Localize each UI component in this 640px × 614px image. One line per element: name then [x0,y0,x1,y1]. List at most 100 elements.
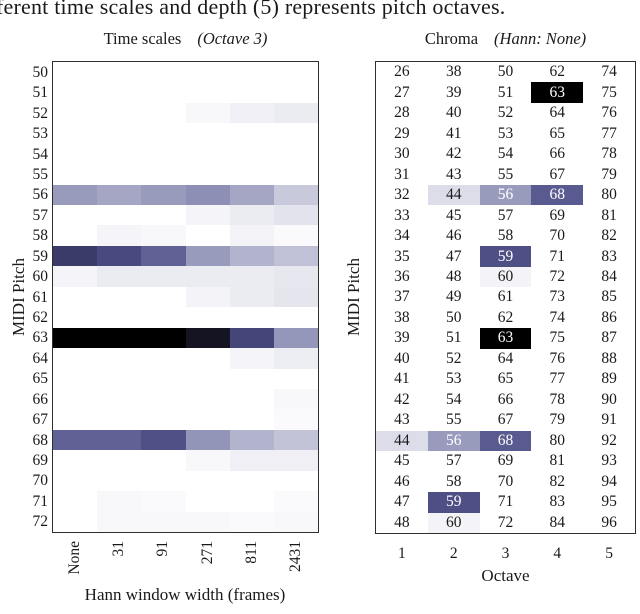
time-heatmap-cell [141,286,186,308]
chroma-cell: 73 [549,288,566,306]
chroma-cell: 64 [549,104,566,122]
time-heatmap-cell [141,184,186,206]
chroma-cell: 95 [601,493,617,511]
chroma-cell: 39 [445,83,462,101]
chroma-cell: 90 [601,390,617,408]
time-heatmap-cell [185,62,230,83]
time-heatmap-cell [53,225,98,246]
chroma-cell: 70 [549,227,566,245]
time-heatmap-cell [229,348,274,369]
time-heatmap-cell [229,82,274,103]
chroma-cell: 76 [601,104,617,122]
chroma-cell: 60 [479,266,532,288]
time-heatmap-cell [273,123,318,144]
time-heatmap-cell [141,102,186,124]
chroma-cell: 83 [601,247,617,265]
chroma-cell: 87 [601,329,617,347]
chroma-cell: 68 [479,430,532,452]
time-heatmap-cell [229,286,274,308]
time-heatmap-cell [185,491,230,512]
time-heatmap-cell [185,409,230,430]
left-y-tick-label: 54 [32,145,49,163]
chroma-cell: 81 [601,206,617,224]
chroma-cell: 91 [601,411,617,429]
time-heatmap-cell [273,511,318,532]
time-heatmap-cell [273,184,318,206]
chroma-cell: 28 [394,104,410,122]
chroma-cell: 30 [394,145,410,163]
time-heatmap-cell [53,123,98,144]
chroma-cell: 64 [497,349,514,367]
time-heatmap-cell [273,491,318,512]
time-heatmap-cell [185,511,230,532]
chroma-cell: 60 [427,512,480,533]
chroma-cell: 78 [601,145,617,163]
time-heatmap-cell [185,205,230,226]
time-heatmap-cell [229,245,274,267]
chroma-cell: 53 [445,370,462,388]
time-heatmap-cell [273,82,318,103]
time-heatmap-cell [229,491,274,512]
time-heatmap-cell [53,184,98,206]
chroma-cell: 79 [549,411,566,429]
chroma-cell: 57 [497,206,514,224]
time-heatmap-cell [53,266,98,287]
time-heatmap-cell [229,307,274,328]
chroma-cell: 44 [376,430,428,452]
left-y-tick-label: 64 [32,349,49,367]
time-heatmap-cell [229,511,274,532]
time-heatmap-cell [53,143,98,165]
chroma-cell: 82 [549,472,566,490]
time-heatmap-cell [185,102,230,124]
chroma-cell: 75 [549,329,566,347]
chroma-cell: 36 [394,268,410,286]
left-y-tick-label: 56 [32,186,49,204]
time-heatmap-cell [141,205,186,226]
chroma-cell: 75 [601,83,617,101]
right-x-axis-label: Octave [481,566,530,585]
time-heatmap-cell [97,62,142,83]
chroma-heatmap-grid: 26 38 50 62 74 27 39 51 63 75 28 40 52 64 76 29 41 53 65 77… [376,62,635,533]
chroma-cell: 86 [601,308,617,326]
left-y-tick-label: 52 [32,104,49,122]
time-heatmap-cell [141,245,186,267]
time-heatmap-cell [273,348,318,369]
chroma-cell: 77 [601,124,617,142]
time-heatmap-cell [273,429,318,451]
time-heatmap-cell [273,327,318,349]
chroma-cell: 65 [549,124,566,142]
left-y-tick-label: 69 [32,452,49,469]
time-heatmap-cell [229,205,274,226]
time-heatmap-cell [273,102,318,124]
time-heatmap-cell [141,164,186,185]
chroma-cell: 31 [394,165,410,183]
time-heatmap-cell [273,266,318,287]
chroma-cell: 43 [394,411,410,429]
left-y-tick-label: 51 [32,84,49,102]
chroma-cell: 58 [497,227,514,245]
time-heatmap-cell [141,409,186,430]
chroma-cell: 46 [445,227,462,245]
chroma-cell: 50 [445,308,462,326]
left-y-tick-label: 55 [32,165,49,183]
time-heatmap-cell [185,368,230,389]
time-heatmap-cell [273,286,318,308]
time-heatmap-cell [185,245,230,267]
time-heatmap-cell [97,429,142,451]
time-heatmap-cell [97,102,142,124]
time-heatmap-cell [141,143,186,165]
time-heatmap-cell [229,327,274,349]
right-x-tick-label: 4 [553,545,562,562]
chroma-cell: 67 [497,411,514,429]
left-y-tick-label: 68 [32,431,49,449]
time-heatmap-cell [273,409,318,430]
time-heatmap-cell [185,184,230,206]
time-heatmap-cell [53,205,98,226]
chroma-cell: 40 [445,104,462,122]
chroma-cell: 61 [497,288,514,306]
right-x-tick-label: 1 [398,545,406,562]
chroma-cell: 29 [394,124,410,142]
time-heatmap-cell [97,123,142,144]
time-heatmap-cell [53,450,98,471]
